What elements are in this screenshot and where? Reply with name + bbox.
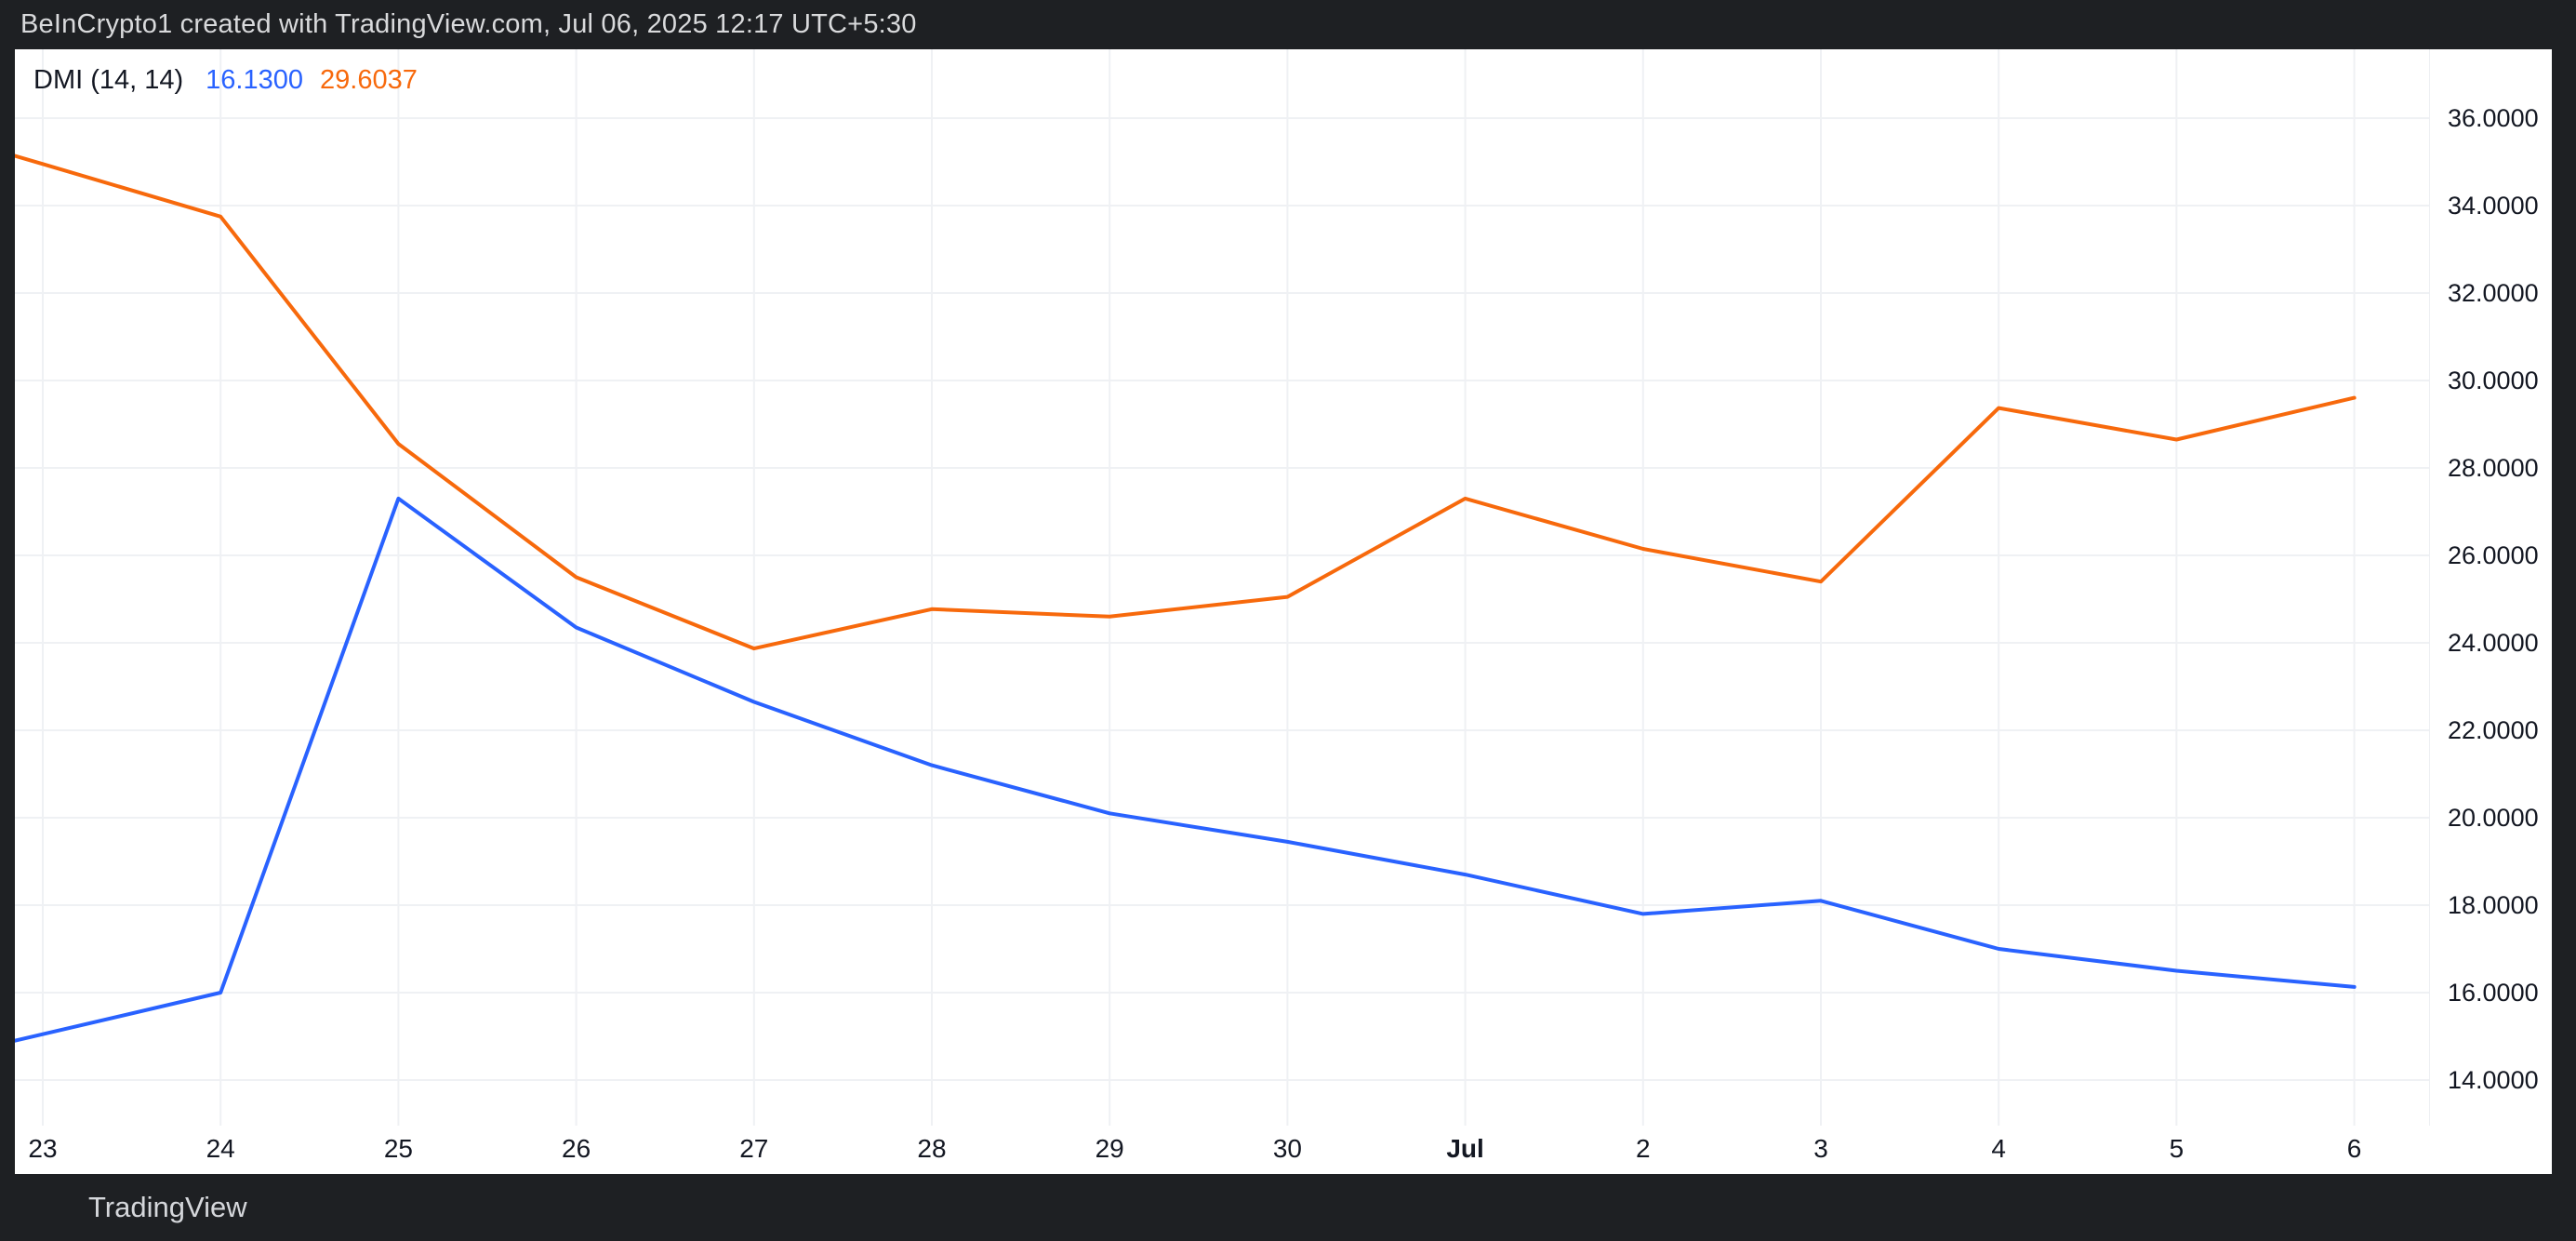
footer-bar: TradingView xyxy=(0,1174,2576,1241)
right-frame-strip xyxy=(2552,49,2576,1174)
y-axis-label: 20.0000 xyxy=(2448,804,2539,832)
x-axis-label: 27 xyxy=(739,1134,769,1163)
x-axis-label: 26 xyxy=(562,1134,591,1163)
attribution-bar: BeInCrypto1 created with TradingView.com… xyxy=(0,0,2576,49)
x-axis-label: 24 xyxy=(206,1134,235,1163)
y-axis-label: 26.0000 xyxy=(2448,541,2539,569)
y-axis-label: 14.0000 xyxy=(2448,1066,2539,1094)
dmi-line-chart[interactable] xyxy=(15,49,2429,1126)
x-axis-label: 25 xyxy=(383,1134,413,1163)
series-line[interactable] xyxy=(15,496,2357,1043)
y-axis-label: 28.0000 xyxy=(2448,454,2539,482)
x-axis-label: 28 xyxy=(917,1134,947,1163)
chart-pane[interactable] xyxy=(15,49,2552,1174)
x-axis-label: 4 xyxy=(1991,1134,2006,1163)
x-axis-label: Jul xyxy=(1446,1134,1484,1163)
x-axis-label: 23 xyxy=(28,1134,58,1163)
x-axis-label: 29 xyxy=(1095,1134,1124,1163)
indicator-title[interactable]: DMI (14, 14) xyxy=(33,65,184,95)
left-frame-strip xyxy=(0,49,15,1174)
price-axis-divider xyxy=(2429,49,2430,1126)
x-axis-label: 3 xyxy=(1813,1134,1828,1163)
y-axis-label: 16.0000 xyxy=(2448,979,2539,1007)
y-axis-label: 24.0000 xyxy=(2448,629,2539,657)
x-axis-label: 6 xyxy=(2346,1134,2362,1163)
series-line[interactable] xyxy=(15,153,2357,651)
y-axis-label: 22.0000 xyxy=(2448,716,2539,744)
y-axis-label: 18.0000 xyxy=(2448,891,2539,919)
y-axis-label: 32.0000 xyxy=(2448,279,2539,307)
indicator-legend: DMI (14, 14) 16.1300 29.6037 xyxy=(33,65,418,96)
attribution-text: BeInCrypto1 created with TradingView.com… xyxy=(20,9,917,39)
legend-blue-value: 16.1300 xyxy=(206,65,303,95)
footer-brand-text: TradingView xyxy=(88,1191,247,1223)
y-axis-label: 34.0000 xyxy=(2448,192,2539,220)
legend-orange-value: 29.6037 xyxy=(320,65,418,95)
x-axis-label: 30 xyxy=(1272,1134,1302,1163)
y-axis-label: 30.0000 xyxy=(2448,367,2539,394)
y-axis-label: 36.0000 xyxy=(2448,104,2539,132)
x-axis-label: 5 xyxy=(2169,1134,2184,1163)
x-axis-label: 2 xyxy=(1636,1134,1651,1163)
